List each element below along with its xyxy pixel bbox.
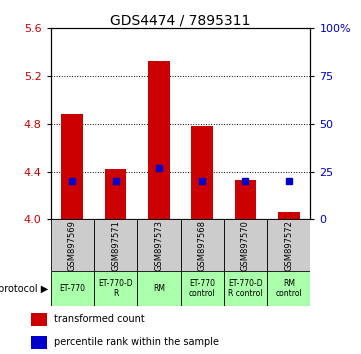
Text: ET-770
control: ET-770 control (189, 279, 216, 298)
Bar (191, 126, 213, 219)
Text: transformed count: transformed count (54, 314, 144, 325)
Bar (137, 219, 180, 271)
Bar (51, 219, 94, 271)
Bar (31, 313, 47, 326)
Text: protocol ▶: protocol ▶ (0, 284, 48, 293)
Bar (137, 271, 180, 306)
Text: GSM897569: GSM897569 (68, 220, 77, 270)
Bar (235, 180, 256, 219)
Bar (31, 336, 47, 349)
Text: GSM897573: GSM897573 (155, 219, 163, 271)
Text: GSM897572: GSM897572 (284, 220, 293, 270)
Text: ET-770-D
R: ET-770-D R (98, 279, 133, 298)
Bar (180, 271, 224, 306)
Bar (51, 271, 94, 306)
Bar (224, 271, 267, 306)
Bar (61, 114, 83, 219)
Text: GSM897571: GSM897571 (111, 220, 120, 270)
Bar (94, 219, 137, 271)
Bar (94, 271, 137, 306)
Text: percentile rank within the sample: percentile rank within the sample (54, 337, 219, 348)
Title: GDS4474 / 7895311: GDS4474 / 7895311 (110, 13, 251, 27)
Text: RM: RM (153, 284, 165, 293)
Bar (224, 219, 267, 271)
Bar (278, 212, 300, 219)
Bar (148, 61, 170, 219)
Bar (267, 219, 310, 271)
Bar (267, 271, 310, 306)
Text: ET-770: ET-770 (59, 284, 85, 293)
Bar (180, 219, 224, 271)
Text: ET-770-D
R control: ET-770-D R control (228, 279, 263, 298)
Bar (105, 169, 126, 219)
Text: RM
control: RM control (275, 279, 302, 298)
Text: GSM897568: GSM897568 (198, 219, 206, 271)
Text: GSM897570: GSM897570 (241, 220, 250, 270)
